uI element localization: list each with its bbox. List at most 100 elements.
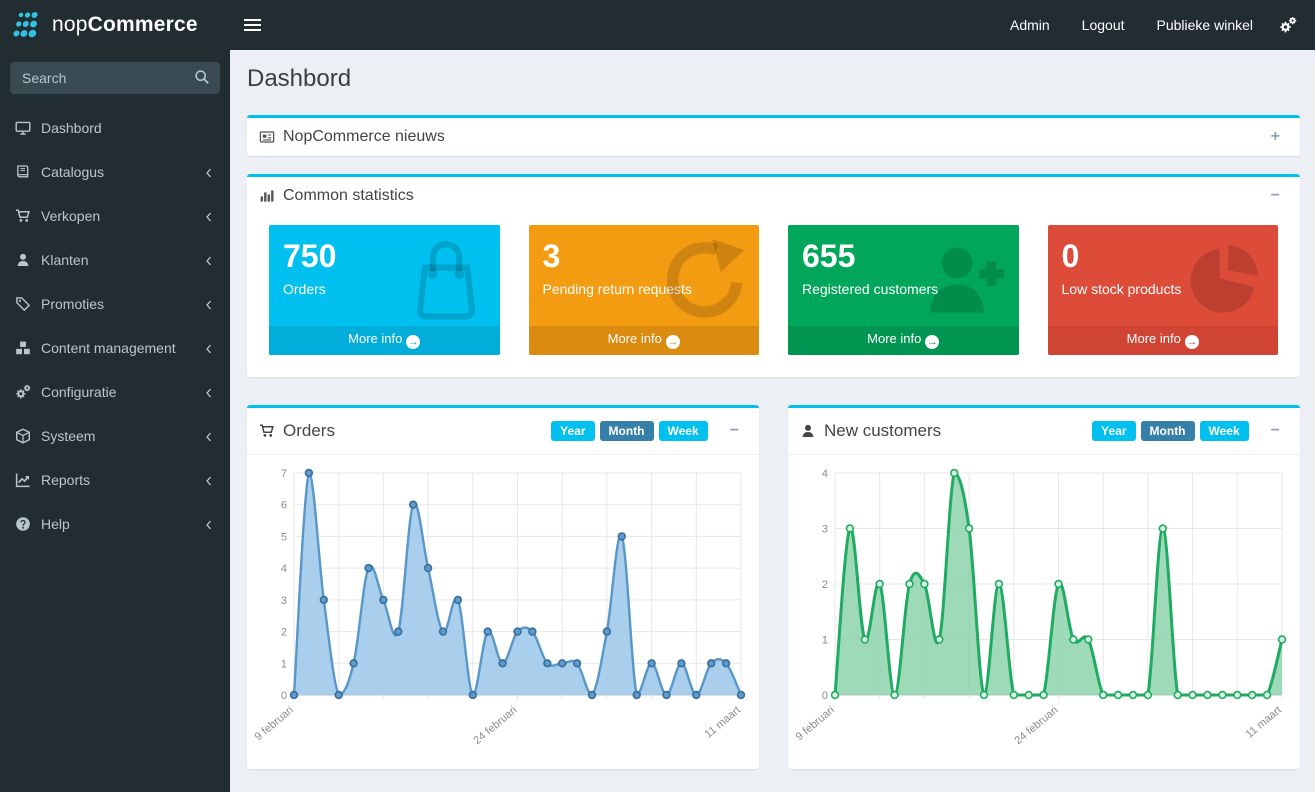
sidebar-item-label: Dashbord	[41, 120, 102, 136]
more-info-label: More info	[348, 331, 403, 346]
arrow-circle-right-icon: →	[925, 335, 940, 349]
sidebar-item-reports[interactable]: Reports	[0, 458, 230, 502]
chevron-left-icon	[203, 210, 215, 222]
range-button-week[interactable]: Week	[1199, 421, 1249, 441]
charts-row: Orders Year Month Week −0 1 2 3 4 5 6 7 9 februari 24…	[247, 405, 1300, 769]
more-info-link[interactable]: More info →	[528, 326, 759, 355]
refresh-icon	[661, 235, 749, 323]
arrow-circle-right-icon: →	[1184, 335, 1199, 349]
sidebar-item-verkopen[interactable]: Verkopen	[0, 194, 230, 238]
sidebar-menu: Dashbord Catalogus Verkopen Klanten Promotie…	[0, 106, 230, 546]
svg-text:4: 4	[821, 468, 827, 480]
search-input[interactable]	[10, 62, 220, 94]
more-info-label: More info	[607, 331, 662, 346]
user-icon	[800, 423, 816, 439]
topbar-link-publieke-winkel[interactable]: Publieke winkel	[1156, 17, 1254, 33]
range-button-year[interactable]: Year	[1092, 421, 1136, 441]
brand-logo[interactable]: nopCommerce	[0, 0, 230, 50]
stat-box-low-stock-products: 0 Low stock products More info →	[1047, 225, 1278, 355]
sidebar-item-dashbord[interactable]: Dashbord	[0, 106, 230, 150]
sidebar-item-help[interactable]: Help	[0, 502, 230, 546]
stat-value: 750	[283, 238, 337, 274]
news-panel-header: NopCommerce nieuws +	[247, 118, 1300, 156]
svg-text:7: 7	[280, 468, 286, 480]
svg-text:2: 2	[280, 627, 286, 639]
arrow-circle-right-icon: →	[406, 335, 421, 349]
chevron-left-icon	[203, 386, 215, 398]
chevron-left-icon	[203, 342, 215, 354]
svg-text:3: 3	[821, 524, 827, 536]
svg-text:3: 3	[280, 595, 286, 607]
range-button-week[interactable]: Week	[658, 421, 708, 441]
orders-chart: 0 1 2 3 4 5 6 7 9 februari 24 februari 11 maart	[252, 468, 745, 747]
range-buttons: Year Month Week	[1092, 421, 1249, 441]
content-area: Dashbord NopCommerce nieuws + Common sta…	[230, 50, 1315, 792]
nopcommerce-logo-icon	[10, 8, 44, 42]
sidebar-item-label: Help	[41, 516, 70, 532]
sidebar-item-configuratie[interactable]: Configuratie	[0, 370, 230, 414]
cube-icon	[15, 428, 31, 444]
settings-menu-button[interactable]	[1269, 0, 1315, 50]
question-icon	[15, 516, 31, 532]
page-title: Dashbord	[247, 65, 352, 92]
arrow-circle-right-icon: →	[665, 335, 680, 349]
svg-text:11 maart: 11 maart	[702, 704, 742, 741]
more-info-link[interactable]: More info →	[1047, 326, 1278, 355]
cubes-icon	[15, 340, 31, 356]
svg-text:1: 1	[821, 635, 827, 647]
sidebar-item-promoties[interactable]: Promoties	[0, 282, 230, 326]
topbar: nopCommerce Admin Logout Publieke winkel	[0, 0, 1315, 50]
desktop-icon	[15, 120, 31, 136]
more-info-link[interactable]: More info →	[269, 326, 500, 355]
range-button-year[interactable]: Year	[551, 421, 595, 441]
topbar-link-logout[interactable]: Logout	[1081, 17, 1125, 33]
svg-text:0: 0	[821, 690, 827, 702]
stat-box-registered-customers: 655 Registered customers More info →	[788, 225, 1019, 355]
search-button[interactable]	[188, 65, 216, 91]
gears-icon	[1279, 16, 1297, 34]
more-info-link[interactable]: More info →	[788, 326, 1019, 355]
stat-box-row: 750 Orders More info → 3 Pending return reque…	[247, 215, 1300, 377]
collapse-button[interactable]: −	[1263, 188, 1288, 204]
svg-text:1: 1	[280, 658, 286, 670]
stat-value: 655	[802, 238, 856, 274]
more-info-label: More info	[1126, 331, 1181, 346]
chevron-left-icon	[203, 298, 215, 310]
sidebar: Dashbord Catalogus Verkopen Klanten Promotie…	[0, 50, 230, 792]
search-icon	[194, 69, 210, 85]
sidebar-item-label: Systeem	[41, 428, 96, 444]
stats-panel-title: Common statistics	[283, 187, 414, 204]
collapse-button[interactable]: −	[722, 423, 747, 439]
sidebar-toggle-button[interactable]	[230, 0, 275, 50]
stat-value: 3	[542, 238, 561, 274]
sidebar-item-label: Reports	[41, 472, 91, 488]
sidebar-item-label: Configuratie	[41, 384, 117, 400]
chart-title: Orders	[283, 421, 335, 440]
expand-button[interactable]: +	[1263, 129, 1288, 145]
svg-text:4: 4	[280, 563, 286, 575]
stats-panel: Common statistics − 750 Orders More info → 3…	[247, 174, 1300, 377]
stat-label: Pending return requests	[542, 281, 692, 298]
sidebar-item-klanten[interactable]: Klanten	[0, 238, 230, 282]
cart-icon	[15, 208, 31, 224]
bar-chart-icon	[259, 188, 275, 204]
stats-panel-header: Common statistics −	[247, 177, 1300, 215]
svg-text:24 februari: 24 februari	[1012, 704, 1060, 747]
svg-text:11 maart: 11 maart	[1243, 704, 1283, 741]
pie-chart-icon	[1180, 235, 1268, 323]
chart-panel-orders: Orders Year Month Week − 0 1 2 3 4 5 6 7 9 februari 24…	[247, 405, 759, 769]
svg-text:24 februari: 24 februari	[471, 704, 519, 747]
svg-text:9 februari: 9 februari	[793, 704, 836, 743]
chevron-left-icon	[203, 254, 215, 266]
collapse-button[interactable]: −	[1263, 423, 1288, 439]
range-button-month[interactable]: Month	[599, 421, 654, 441]
topbar-link-admin[interactable]: Admin	[1009, 17, 1050, 33]
newspaper-icon	[259, 129, 275, 145]
chart-panel-header: Orders Year Month Week −	[247, 408, 759, 455]
sidebar-item-content-management[interactable]: Content management	[0, 326, 230, 370]
sidebar-item-catalogus[interactable]: Catalogus	[0, 150, 230, 194]
sidebar-item-systeem[interactable]: Systeem	[0, 414, 230, 458]
range-button-month[interactable]: Month	[1140, 421, 1195, 441]
chevron-left-icon	[203, 166, 215, 178]
news-panel-title: NopCommerce nieuws	[283, 128, 445, 145]
